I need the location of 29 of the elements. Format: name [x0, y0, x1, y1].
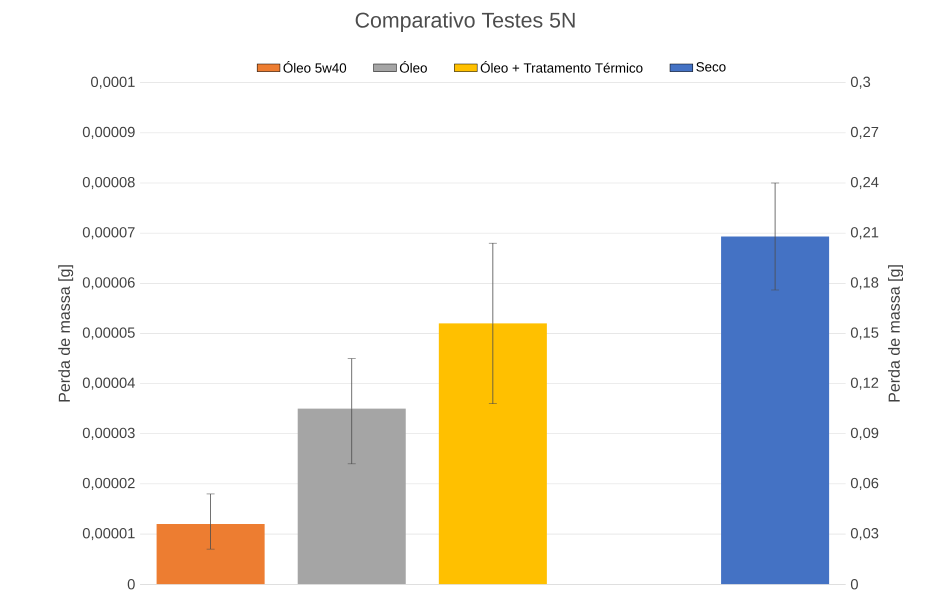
y-tick-label: 0,00002 [82, 478, 135, 490]
y2-axis-title: Perda de massa [g] [888, 265, 904, 402]
y-tick-label: 0,00006 [82, 277, 135, 290]
y2-tick-label: 0,06 [850, 478, 878, 490]
y-tick-label: 0,00007 [82, 226, 135, 240]
y2-tick-label: 0,12 [850, 377, 878, 390]
chart-title: Comparativo Testes 5N [356, 12, 575, 32]
y-tick-label: 0,00004 [82, 377, 135, 390]
y-tick-label: 0,0001 [91, 76, 135, 89]
legend-label: Óleo 5w40 [284, 60, 346, 73]
y2-tick-label: 0,09 [850, 428, 878, 440]
y2-tick-label: 0,21 [850, 227, 878, 240]
y-tick-label: 0,00005 [82, 327, 135, 340]
legend-label: Óleo + Tratamento Térmico [480, 60, 642, 73]
y-tick-label: 0 [128, 578, 135, 590]
y-tick-label: 0,00001 [82, 528, 135, 540]
y-tick-label: 0,00008 [82, 176, 135, 189]
y-tick-label: 0,00009 [82, 126, 135, 139]
y2-tick-label: 0,18 [850, 277, 878, 290]
y2-tick-label: 0,27 [850, 126, 878, 139]
y2-tick-label: 0,24 [850, 176, 878, 189]
y2-tick-label: 0,15 [850, 327, 878, 340]
y2-tick-label: 0 [850, 578, 858, 590]
y-axis-title: Perda de massa [g] [58, 265, 74, 402]
legend-label: Óleo [400, 60, 427, 73]
y-tick-label: 0,00003 [82, 428, 135, 440]
legend-label: Seco [696, 62, 726, 72]
y2-tick-label: 0,03 [850, 528, 878, 540]
y2-tick-label: 0,3 [850, 76, 870, 89]
